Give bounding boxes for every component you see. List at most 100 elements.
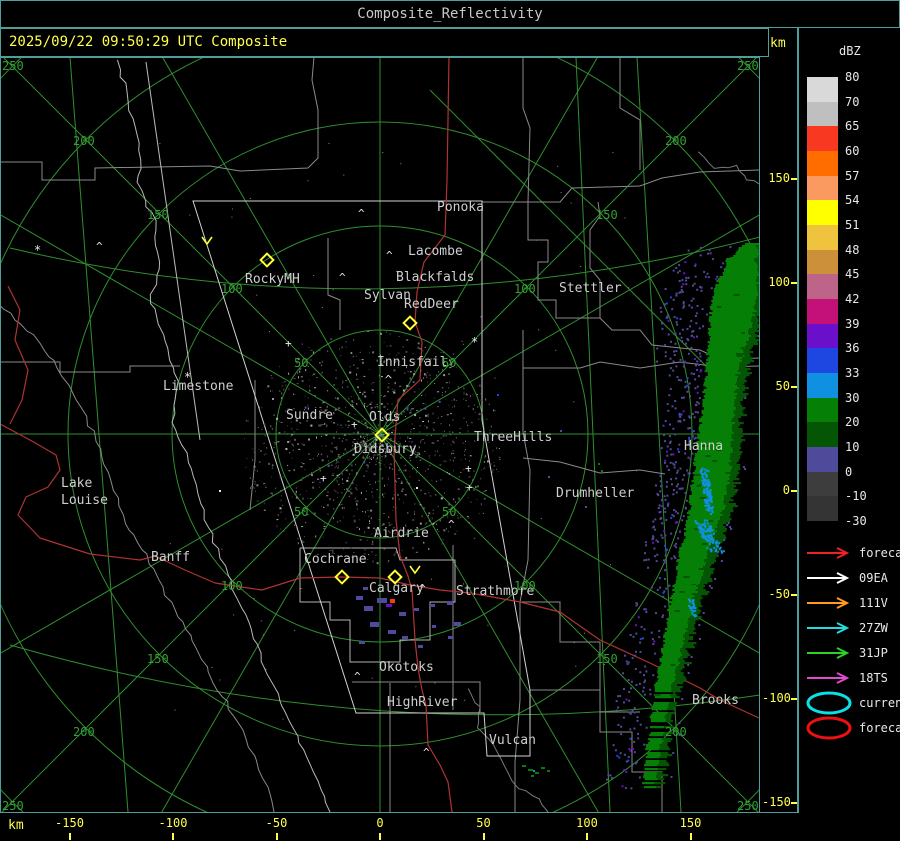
obs-marker-icon: ^ xyxy=(419,582,426,595)
colorbar-band xyxy=(807,151,838,176)
city-label: Strathmore xyxy=(456,584,534,599)
obs-marker-icon: ^ xyxy=(386,249,393,262)
x-tick-mark xyxy=(586,833,588,840)
colorbar-band-label: 65 xyxy=(845,119,860,134)
x-tick-label: -100 xyxy=(158,816,188,830)
range-ring-label: 100 xyxy=(514,282,536,296)
range-ring-label: 50 xyxy=(442,356,456,370)
legend-row: 111V xyxy=(805,595,888,611)
colorbar-band xyxy=(807,323,838,349)
colorbar-band-label: 48 xyxy=(845,242,860,257)
obs-marker-icon: ^ xyxy=(96,240,103,253)
info-bar: 2025/09/22 09:50:29 UTC Composite xyxy=(0,28,769,57)
city-label: Blackfalds xyxy=(396,270,474,285)
colorbar-band-label: -10 xyxy=(845,489,867,504)
storm-track-arrow-icon xyxy=(807,647,850,659)
city-label: HighRiver xyxy=(387,695,458,710)
city-label: Lake xyxy=(61,476,92,491)
city-label: RockyMH xyxy=(245,272,300,287)
precip-band xyxy=(356,243,760,790)
x-tick-label: 100 xyxy=(576,816,598,830)
colorbar-band-label: -30 xyxy=(845,514,867,529)
storm-vector-icon xyxy=(201,236,213,246)
city-label: Louise xyxy=(61,493,108,508)
city-label: Ponoka xyxy=(437,200,484,215)
obs-marker-icon: + xyxy=(320,472,327,485)
range-ring-label: 200 xyxy=(665,134,687,148)
legend-label: current xyxy=(859,696,900,710)
storm-track-arrow-icon xyxy=(807,622,850,634)
city-label: Banff xyxy=(151,550,190,565)
city-label: Vulcan xyxy=(489,733,536,748)
map-layers: ^ ^ ^ ^ ^ ^ ^ ^ ^ * * * + + + + + Ponoka Lacombe Blackfalds… xyxy=(0,57,760,813)
range-ring-label: 100 xyxy=(514,579,536,593)
colorbar-band xyxy=(807,299,838,324)
colorbar-band-label: 33 xyxy=(845,366,860,381)
legend-label: forecast xyxy=(859,721,900,735)
storm-track-arrow-icon xyxy=(807,547,850,559)
city-label: Stettler xyxy=(559,281,622,296)
x-tick-label: -50 xyxy=(265,816,288,830)
city-label: Drumheller xyxy=(556,486,634,501)
radar-site-diamond-icon xyxy=(259,252,275,268)
range-ring-label: 250 xyxy=(2,59,24,73)
y-tick-label: 100 xyxy=(768,275,790,289)
colorbar-band xyxy=(807,348,838,374)
city-label: Limestone xyxy=(163,379,234,394)
obs-marker-icon: ^ xyxy=(354,670,361,683)
range-ring-label: 50 xyxy=(294,505,308,519)
range-ring-label: 100 xyxy=(221,579,243,593)
legend-row: forecast xyxy=(805,545,900,561)
city-label: Sylvan xyxy=(364,288,411,303)
y-tick-label: -150 xyxy=(762,795,791,809)
colorbar-band-label: 10 xyxy=(845,440,860,455)
range-ring-label: 150 xyxy=(147,208,169,222)
obs-marker-icon: ^ xyxy=(358,207,365,220)
x-tick-label: 0 xyxy=(376,816,384,830)
y-axis-unit-label: km xyxy=(770,36,786,51)
y-axis: 150 100 50 0 -50 -100 -150 xyxy=(760,57,798,813)
obs-marker-icon: ^ xyxy=(339,271,346,284)
colorbar-band-label: 57 xyxy=(845,168,860,183)
x-tick-mark xyxy=(379,833,381,840)
legend-label: 27ZW xyxy=(859,621,888,635)
colorbar-band-label: 0 xyxy=(845,464,853,479)
x-tick-mark xyxy=(275,833,278,840)
title-bar: Composite_Reflectivity xyxy=(0,0,900,28)
range-ring-label: 250 xyxy=(737,799,759,813)
colorbar-band-label: 54 xyxy=(845,193,860,208)
city-label: Hanna xyxy=(684,439,723,454)
y-tick-label: 50 xyxy=(775,379,790,393)
colorbar-band xyxy=(807,274,838,300)
legend-row: current xyxy=(805,690,900,716)
x-tick-mark xyxy=(172,833,174,840)
y-tick-mark xyxy=(791,282,797,284)
y-tick-mark xyxy=(791,698,797,700)
city-label: Brooks xyxy=(692,693,739,708)
city-label: Calgary xyxy=(369,581,424,596)
city-label: Okotoks xyxy=(379,660,434,675)
y-tick-mark xyxy=(791,386,797,388)
obs-marker-icon: ^ xyxy=(385,373,392,386)
legend-row: 18TS xyxy=(805,670,888,686)
radar-site-diamond-icon xyxy=(402,315,418,331)
y-tick-label: -50 xyxy=(768,587,790,601)
range-ring-label: 250 xyxy=(2,799,24,813)
axis-border xyxy=(760,812,798,813)
colorbar-band xyxy=(807,200,838,225)
legend-label: 111V xyxy=(859,596,888,610)
radar-map[interactable]: ^ ^ ^ ^ ^ ^ ^ ^ ^ * * * + + + + + Ponoka Lacombe Blackfalds… xyxy=(0,57,760,813)
storm-track-arrow-icon xyxy=(807,597,850,609)
colorbar-band xyxy=(807,101,838,127)
radar-site-diamond-icon xyxy=(374,427,390,443)
y-tick-mark xyxy=(791,802,797,804)
y-tick-label: 0 xyxy=(782,483,790,497)
window-title: Composite_Reflectivity xyxy=(357,6,543,22)
range-ring-label: 50 xyxy=(294,356,308,370)
x-tick-mark xyxy=(68,833,71,840)
radar-map-canvas[interactable]: ^ ^ ^ ^ ^ ^ ^ ^ ^ * * * + + + + + Ponoka Lacombe Blackfalds… xyxy=(0,57,760,813)
city-label: Innisfail xyxy=(377,355,447,370)
x-tick-label: -150 xyxy=(55,816,84,830)
obs-marker-icon: + xyxy=(285,337,292,350)
